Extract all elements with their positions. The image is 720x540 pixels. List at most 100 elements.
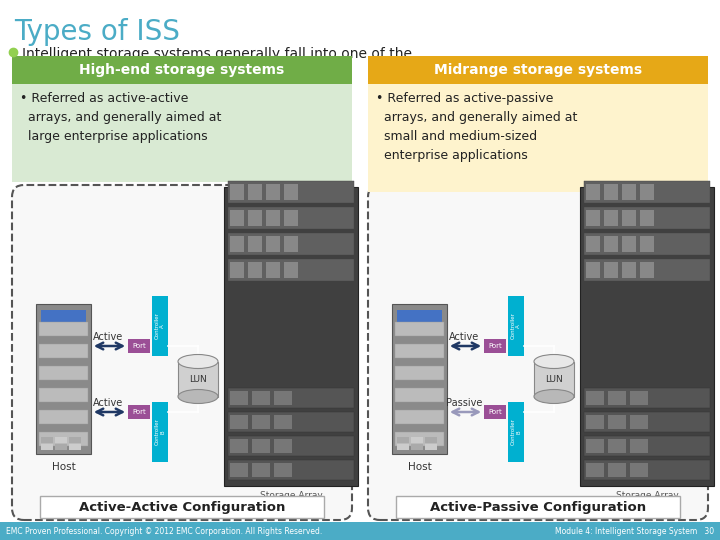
Bar bbox=[395, 366, 444, 380]
Bar bbox=[274, 391, 292, 405]
Bar bbox=[228, 460, 354, 480]
Bar bbox=[584, 436, 710, 456]
Bar bbox=[622, 184, 636, 200]
Bar bbox=[608, 391, 626, 405]
Bar bbox=[640, 184, 654, 200]
Bar bbox=[12, 84, 352, 182]
Text: Host: Host bbox=[52, 462, 76, 472]
Bar bbox=[252, 415, 270, 429]
Bar bbox=[586, 391, 604, 405]
Bar bbox=[228, 259, 354, 281]
Text: Active: Active bbox=[449, 332, 479, 342]
Bar bbox=[228, 436, 354, 456]
Bar bbox=[622, 210, 636, 226]
Text: Intelligent storage systems generally fall into one of the: Intelligent storage systems generally fa… bbox=[22, 47, 412, 61]
Bar bbox=[368, 84, 708, 192]
Bar bbox=[39, 366, 88, 380]
Bar bbox=[368, 56, 708, 84]
Bar bbox=[411, 437, 423, 443]
Bar bbox=[284, 184, 298, 200]
Bar bbox=[252, 391, 270, 405]
Bar bbox=[508, 296, 524, 356]
Text: Active: Active bbox=[93, 332, 123, 342]
Bar bbox=[230, 184, 244, 200]
Bar bbox=[69, 444, 81, 450]
Bar bbox=[39, 432, 88, 446]
Text: Passive: Passive bbox=[446, 398, 482, 408]
Text: Host: Host bbox=[408, 462, 431, 472]
Text: Active-Active Configuration: Active-Active Configuration bbox=[78, 501, 285, 514]
Bar bbox=[395, 388, 444, 402]
Bar bbox=[584, 207, 710, 229]
Ellipse shape bbox=[534, 354, 574, 368]
Bar bbox=[630, 391, 648, 405]
Bar bbox=[39, 410, 88, 424]
Bar bbox=[41, 310, 86, 322]
Bar bbox=[484, 405, 506, 419]
Bar bbox=[584, 460, 710, 480]
Bar bbox=[608, 415, 626, 429]
Bar bbox=[224, 187, 358, 486]
Text: Types of ISS: Types of ISS bbox=[14, 18, 180, 46]
Bar bbox=[39, 388, 88, 402]
Bar bbox=[230, 463, 248, 477]
Bar bbox=[230, 439, 248, 453]
Bar bbox=[604, 184, 618, 200]
Text: Port: Port bbox=[488, 409, 502, 415]
Bar bbox=[640, 262, 654, 278]
Bar bbox=[55, 444, 67, 450]
Bar bbox=[230, 262, 244, 278]
Text: LUN: LUN bbox=[545, 375, 563, 383]
Bar bbox=[266, 236, 280, 252]
Bar bbox=[584, 233, 710, 255]
Bar bbox=[484, 339, 506, 353]
Text: Midrange storage systems: Midrange storage systems bbox=[434, 63, 642, 77]
Bar bbox=[69, 437, 81, 443]
Bar bbox=[41, 437, 53, 443]
Bar bbox=[55, 437, 67, 443]
Bar bbox=[248, 210, 262, 226]
Bar bbox=[248, 262, 262, 278]
Bar bbox=[266, 210, 280, 226]
Ellipse shape bbox=[534, 389, 574, 403]
Bar bbox=[36, 304, 91, 454]
Bar bbox=[274, 439, 292, 453]
Text: Port: Port bbox=[132, 409, 146, 415]
Bar bbox=[395, 432, 444, 446]
Text: • Referred as active-active
  arrays, and generally aimed at
  large enterprise : • Referred as active-active arrays, and … bbox=[20, 92, 221, 143]
Bar bbox=[228, 233, 354, 255]
Ellipse shape bbox=[178, 354, 218, 368]
Text: • Referred as active-passive
  arrays, and generally aimed at
  small and medium: • Referred as active-passive arrays, and… bbox=[376, 92, 577, 162]
FancyBboxPatch shape bbox=[368, 185, 708, 520]
Text: Controller
B: Controller B bbox=[510, 418, 521, 445]
Bar bbox=[608, 463, 626, 477]
Bar bbox=[228, 181, 354, 203]
Bar bbox=[608, 439, 626, 453]
Text: EMC Proven Professional. Copyright © 2012 EMC Corporation. All Rights Reserved.: EMC Proven Professional. Copyright © 201… bbox=[6, 526, 323, 536]
Bar bbox=[39, 344, 88, 358]
Bar bbox=[640, 210, 654, 226]
Bar bbox=[12, 56, 352, 84]
Bar bbox=[266, 262, 280, 278]
Bar bbox=[584, 181, 710, 203]
Bar bbox=[508, 402, 524, 462]
Bar bbox=[425, 437, 437, 443]
Bar bbox=[41, 444, 53, 450]
Text: Controller
A: Controller A bbox=[510, 313, 521, 340]
Bar bbox=[630, 439, 648, 453]
Text: Controller
A: Controller A bbox=[155, 313, 166, 340]
Bar bbox=[395, 322, 444, 336]
Bar bbox=[640, 236, 654, 252]
Text: Storage Array: Storage Array bbox=[260, 491, 323, 500]
Bar bbox=[228, 412, 354, 432]
Bar bbox=[584, 259, 710, 281]
Bar bbox=[228, 207, 354, 229]
Bar bbox=[248, 184, 262, 200]
Bar bbox=[584, 412, 710, 432]
Bar bbox=[284, 210, 298, 226]
FancyBboxPatch shape bbox=[12, 185, 352, 520]
Bar bbox=[604, 210, 618, 226]
Bar bbox=[248, 236, 262, 252]
Bar bbox=[128, 405, 150, 419]
Bar bbox=[586, 262, 600, 278]
